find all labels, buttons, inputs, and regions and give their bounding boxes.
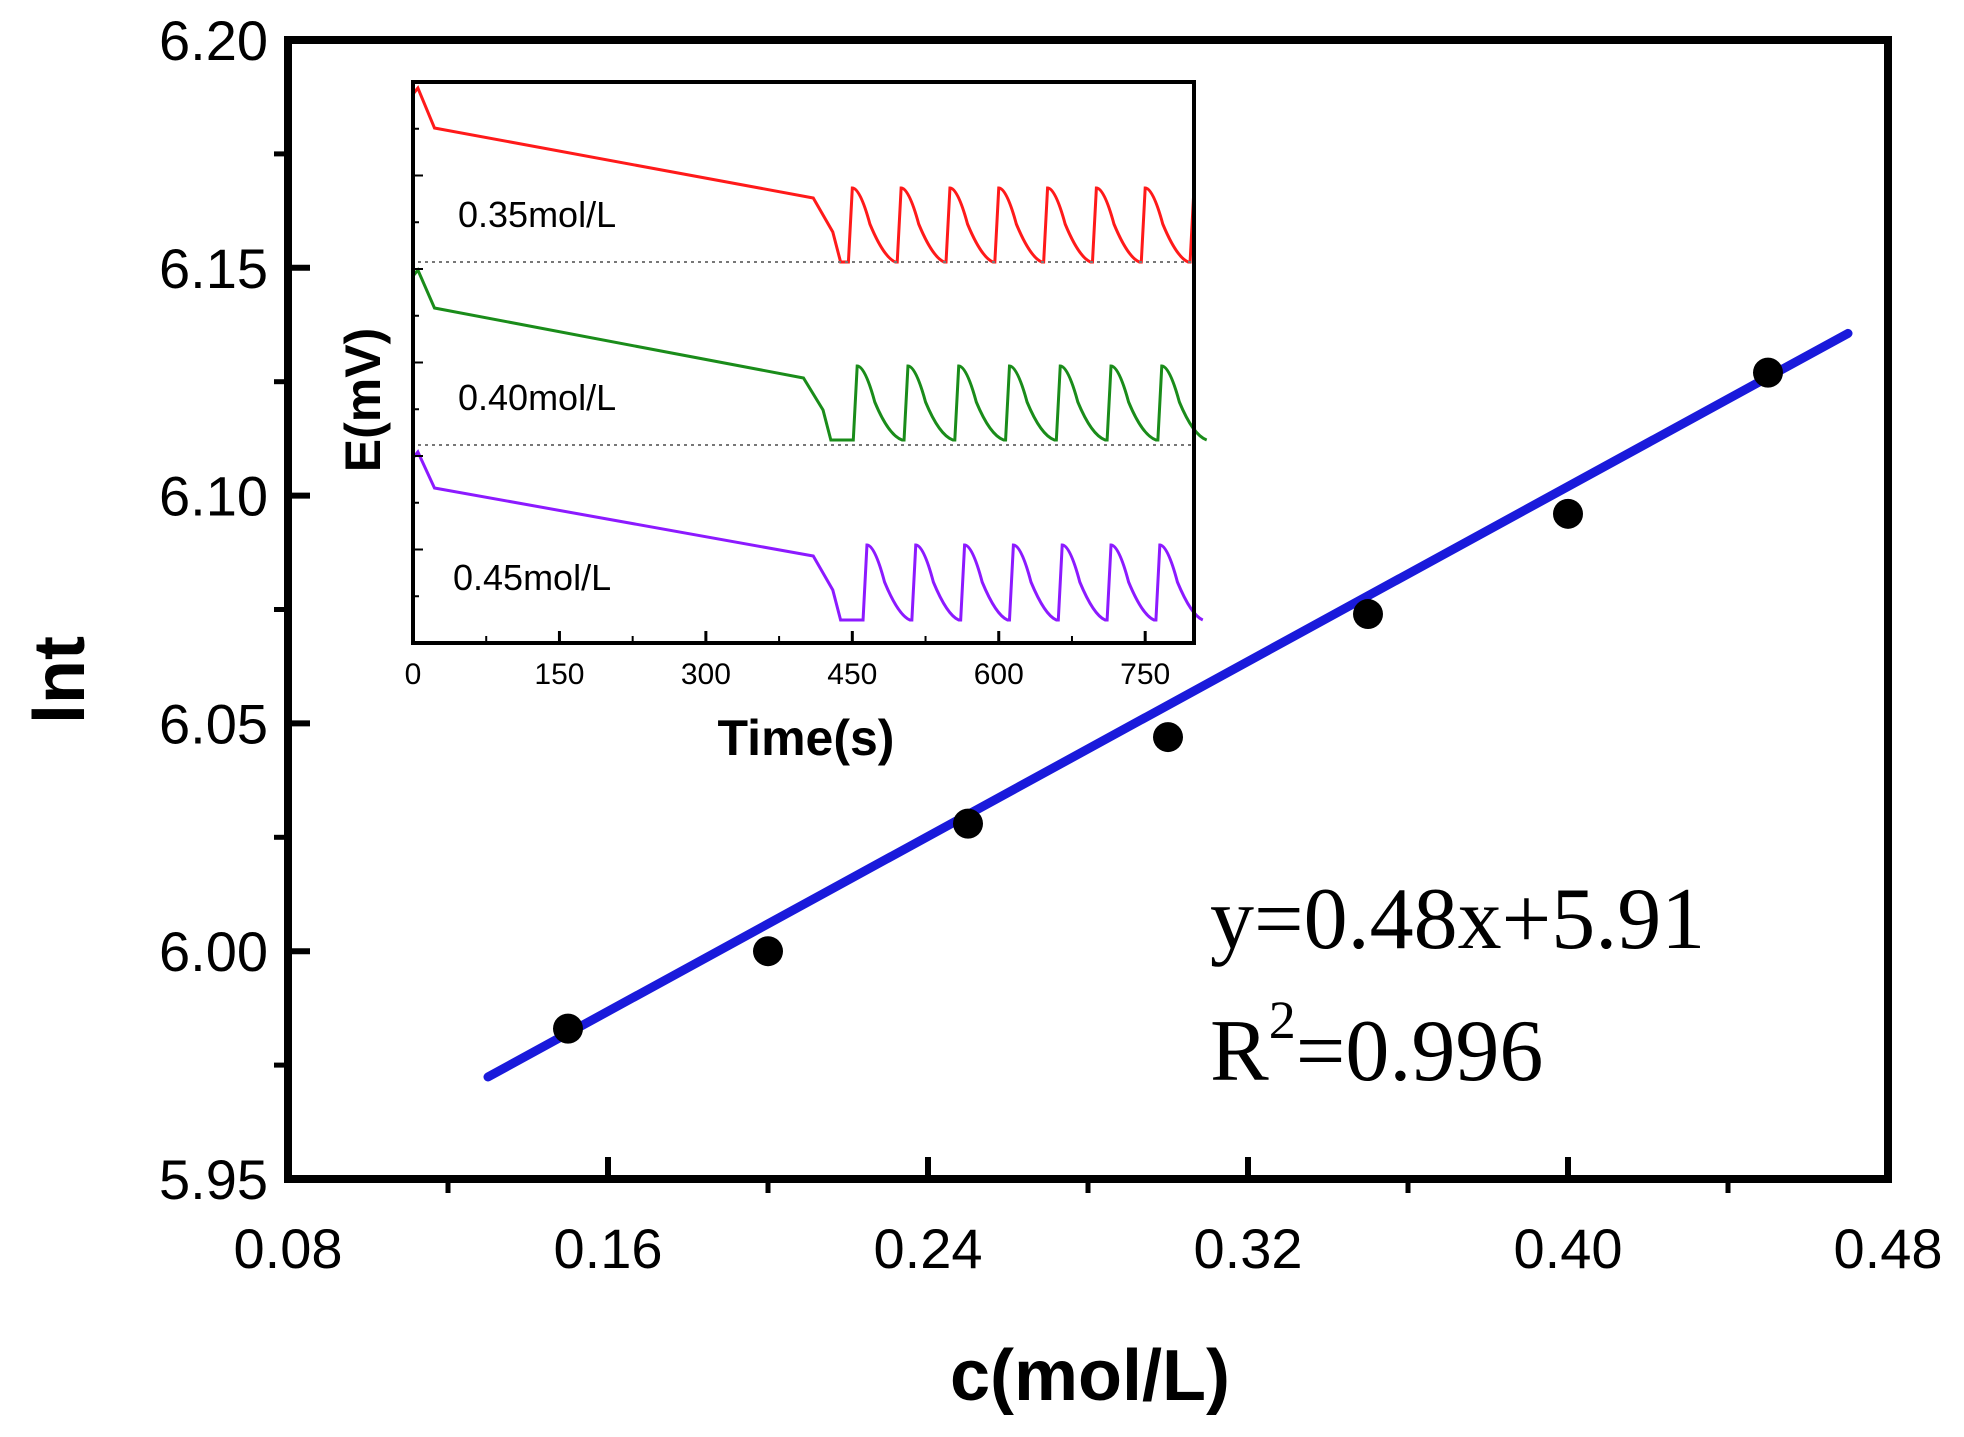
- y-tick-label: 6.20: [159, 9, 268, 72]
- x-tick-label: 0.32: [1194, 1217, 1303, 1280]
- data-points: [553, 357, 1783, 1044]
- y-tick-label: 6.10: [159, 465, 268, 528]
- inset-x-tick-label: 450: [827, 658, 877, 691]
- r-squared-value: =0.996: [1296, 1003, 1544, 1100]
- inset-x-tick-label: 750: [1120, 658, 1170, 691]
- data-point: [1153, 722, 1183, 753]
- x-tick-label: 0.08: [234, 1217, 343, 1280]
- y-axis-title: lnt: [20, 636, 100, 724]
- data-point: [1353, 599, 1383, 630]
- fit-equation: y=0.48x+5.91: [1210, 871, 1705, 968]
- inset-axis-ticks: [411, 127, 1147, 643]
- x-axis-title: c(mol/L): [950, 1336, 1230, 1416]
- trace-label-0.40: 0.40mol/L: [458, 377, 616, 418]
- r-squared-prefix: R: [1210, 1003, 1269, 1100]
- inset-trace-0.40mol/L: [411, 267, 1208, 442]
- trace-label-0.35: 0.35mol/L: [458, 194, 616, 235]
- data-point: [1553, 498, 1583, 529]
- y-tick-label: 6.05: [159, 692, 268, 755]
- inset-x-tick-label: 0: [405, 658, 422, 691]
- x-tick-label: 0.40: [1514, 1217, 1623, 1280]
- inset-tick-labels: 0 150 300 450 600 750: [405, 658, 1171, 691]
- r-squared-label: R2=0.996: [1210, 990, 1543, 1100]
- inset-x-tick-label: 150: [534, 658, 584, 691]
- r-squared-superscript: 2: [1269, 990, 1296, 1050]
- inset-background: [413, 82, 1194, 643]
- inset-trace-0.45mol/L: [411, 449, 1204, 622]
- main-tick-labels: 0.08 0.16 0.24 0.32 0.40 0.48 5.95 6.00 6.05 6.10…: [159, 9, 1943, 1280]
- x-tick-label: 0.16: [554, 1217, 663, 1280]
- trace-label-0.45: 0.45mol/L: [453, 557, 611, 598]
- y-tick-label: 6.15: [159, 237, 268, 300]
- data-point: [1753, 357, 1783, 388]
- y-tick-label: 6.00: [159, 920, 268, 983]
- x-tick-label: 0.24: [874, 1217, 983, 1280]
- main-axis-ticks: [274, 37, 1891, 1193]
- x-tick-label: 0.48: [1834, 1217, 1943, 1280]
- inset-x-tick-label: 300: [681, 658, 731, 691]
- inset-x-tick-label: 600: [974, 658, 1024, 691]
- data-point: [553, 1013, 583, 1044]
- data-point: [753, 936, 783, 967]
- inset-y-axis-title: E(mV): [335, 328, 391, 472]
- y-tick-label: 5.95: [159, 1148, 268, 1211]
- data-point: [953, 808, 983, 839]
- inset-x-axis-title: Time(s): [718, 710, 895, 766]
- linear-fit-line: [483, 328, 1853, 1082]
